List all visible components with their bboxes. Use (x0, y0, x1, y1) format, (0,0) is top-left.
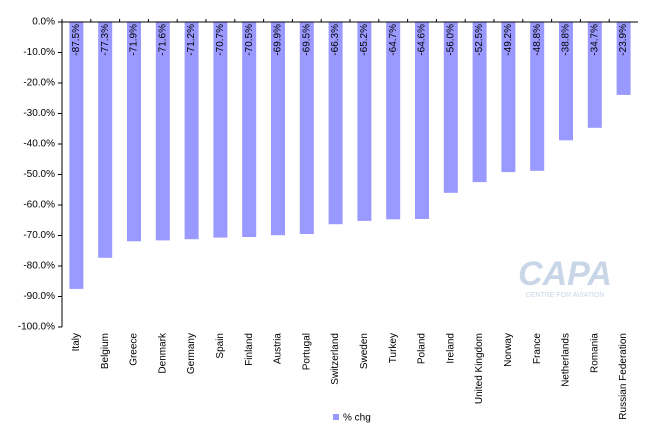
watermark-text: CAPA (518, 255, 612, 293)
bar (299, 22, 314, 234)
legend-label: % chg (343, 413, 371, 424)
data-label: -65.2% (359, 24, 370, 56)
category-label: Norway (503, 333, 514, 367)
data-label: -38.8% (561, 24, 572, 56)
data-label: -56.0% (445, 24, 456, 56)
category-label: Finland (244, 333, 255, 366)
bar (69, 22, 84, 289)
data-label: -77.3% (100, 24, 111, 56)
y-tick-label: -50.0% (23, 169, 55, 180)
bar (443, 22, 458, 193)
bar (155, 22, 170, 241)
category-label: Ireland (445, 333, 456, 364)
category-label: United Kingdom (474, 333, 485, 404)
y-tick-label: -100.0% (18, 322, 55, 333)
category-label: France (532, 333, 543, 365)
bar (616, 22, 631, 95)
bar (501, 22, 516, 173)
data-label: -70.7% (215, 24, 226, 56)
y-tick-label: -20.0% (23, 78, 55, 89)
category-label: Austria (273, 333, 284, 365)
bar (213, 22, 228, 238)
y-axis: 0.0% -10.0% -20.0% -30.0% -40.0% -50.0% -60.0%… (18, 17, 63, 333)
category-label: Denmark (157, 332, 168, 374)
y-tick-label: -80.0% (23, 261, 55, 272)
bar (530, 22, 545, 171)
data-label: -66.3% (330, 24, 341, 56)
data-label: -64.7% (388, 24, 399, 56)
category-label: Russian Federation (618, 333, 629, 420)
legend: % chg (333, 413, 371, 424)
bar (386, 22, 401, 220)
bar (184, 22, 199, 240)
category-label: Greece (129, 333, 140, 366)
bars-layer (69, 22, 631, 289)
data-label: -52.5% (474, 24, 485, 56)
bar (98, 22, 113, 258)
category-label: Switzerland (330, 333, 341, 385)
legend-swatch (333, 414, 339, 420)
data-label: -49.2% (503, 24, 514, 56)
data-label: -69.5% (301, 24, 312, 56)
data-labels-layer: -87.5% -77.3% -71.9% -71.6% -71.2% -70.7% -70.… (71, 24, 629, 56)
category-label: Belgium (100, 333, 111, 369)
watermark-subtext: CENTRE FOR AVIATION (526, 292, 605, 299)
category-label: Italy (71, 333, 82, 351)
bar (127, 22, 141, 242)
y-tick-label: -90.0% (23, 291, 55, 302)
category-label: Sweden (359, 333, 370, 369)
y-tick-label: -60.0% (23, 200, 55, 211)
y-tick-label: -40.0% (23, 139, 55, 150)
data-label: -34.7% (589, 24, 600, 56)
category-label: Spain (215, 333, 226, 359)
bar (328, 22, 343, 225)
bar (415, 22, 429, 219)
category-label: Turkey (388, 333, 399, 363)
data-label: -71.2% (186, 24, 197, 56)
x-axis: Italy Belgium Greece Denmark Germany Spain Fin… (61, 19, 638, 420)
data-label: -71.9% (129, 24, 140, 56)
category-label: Netherlands (561, 333, 572, 387)
data-label: -87.5% (71, 24, 82, 56)
y-tick-label: -10.0% (23, 47, 55, 58)
data-label: -69.9% (273, 24, 284, 56)
bar (472, 22, 487, 183)
y-tick-label: -70.0% (23, 230, 55, 241)
category-label: Germany (186, 333, 197, 374)
bar (242, 22, 257, 237)
data-label: -71.6% (157, 24, 168, 56)
bar (559, 22, 573, 141)
bar (357, 22, 372, 221)
data-label: -70.5% (244, 24, 255, 56)
data-label: -23.9% (618, 24, 629, 56)
bar (271, 22, 285, 236)
category-label: Portugal (301, 333, 312, 370)
capa-watermark: CAPA CENTRE FOR AVIATION (518, 255, 612, 299)
data-label: -64.6% (417, 24, 428, 56)
category-label: Poland (417, 333, 428, 364)
bar (587, 22, 602, 128)
y-tick-label: -30.0% (23, 108, 55, 119)
data-label: -48.8% (532, 24, 543, 56)
category-label: Romania (589, 333, 600, 373)
y-tick-label: 0.0% (32, 17, 55, 28)
